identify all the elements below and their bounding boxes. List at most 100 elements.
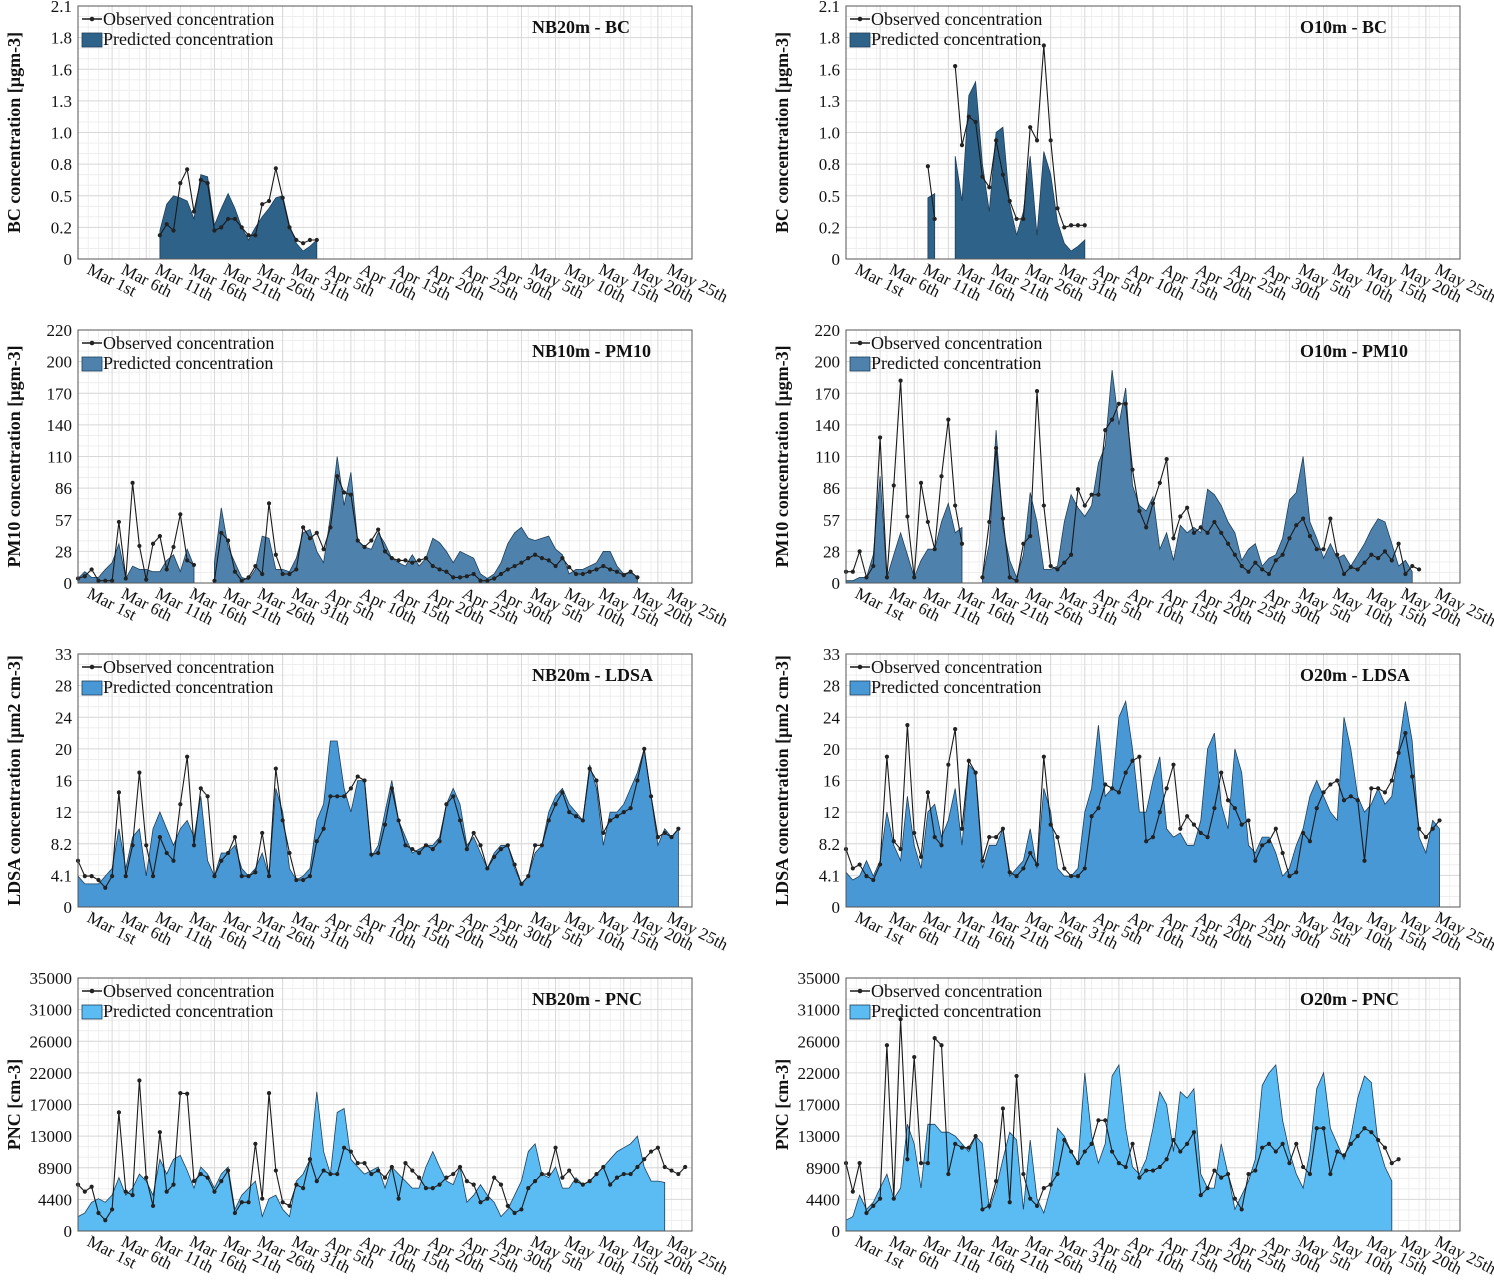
y-tick-label: 33 <box>823 645 840 664</box>
observed-point <box>457 575 463 580</box>
legend-predicted-swatch <box>849 356 871 372</box>
observed-point <box>1021 541 1026 546</box>
observed-point <box>1205 1186 1210 1191</box>
observed-point <box>1416 826 1422 831</box>
observed-point <box>953 503 958 508</box>
observed-point <box>144 843 149 848</box>
observed-point <box>451 794 456 799</box>
observed-point <box>553 802 558 807</box>
y-tick-label: 0.8 <box>51 155 72 174</box>
observed-point <box>116 519 122 525</box>
observed-point <box>1144 1168 1149 1173</box>
observed-point <box>1144 525 1149 530</box>
observed-point <box>850 1189 855 1194</box>
panel-title: NB10m - PM10 <box>532 341 651 361</box>
observed-point <box>157 1130 162 1135</box>
observed-point <box>1348 794 1353 799</box>
observed-point <box>1137 754 1142 759</box>
observed-point <box>1389 558 1394 563</box>
y-tick-label: 31000 <box>30 1001 73 1020</box>
observed-point <box>1423 834 1428 840</box>
observed-point <box>850 569 855 574</box>
observed-point <box>1280 850 1285 856</box>
y-tick-label: 220 <box>815 321 841 340</box>
y-tick-label: 16 <box>823 772 840 791</box>
observed-point <box>246 1200 251 1205</box>
observed-point <box>423 843 429 848</box>
observed-point <box>144 577 149 582</box>
observed-point <box>912 575 917 580</box>
observed-point <box>464 1179 469 1184</box>
observed-point <box>225 216 231 222</box>
y-tick-label: 20 <box>823 740 840 759</box>
observed-point <box>1273 1149 1278 1154</box>
observed-point <box>1355 798 1360 803</box>
observed-point <box>253 233 258 238</box>
observed-point <box>1048 1182 1053 1187</box>
observed-point <box>1103 1118 1108 1123</box>
observed-point <box>987 1203 992 1208</box>
observed-point <box>362 544 367 550</box>
observed-point <box>191 843 197 848</box>
observed-point <box>185 754 190 759</box>
observed-point <box>925 1161 930 1166</box>
observed-point <box>1219 770 1224 775</box>
observed-point <box>137 1078 142 1083</box>
observed-point <box>185 558 190 563</box>
observed-point <box>423 1186 429 1191</box>
observed-point <box>1287 874 1292 879</box>
observed-point <box>1034 389 1040 394</box>
y-tick-label: 0 <box>832 1222 841 1241</box>
observed-point <box>1096 1118 1101 1123</box>
observed-point <box>478 843 483 848</box>
y-tick-label: 170 <box>47 384 73 403</box>
observed-point <box>1062 1137 1067 1143</box>
observed-point <box>471 571 476 577</box>
observed-point <box>966 114 971 119</box>
observed-point <box>1103 428 1108 433</box>
legend-observed-label: Observed concentration <box>871 333 1042 353</box>
observed-point <box>1157 480 1162 485</box>
observed-line <box>845 1019 1399 1215</box>
observed-point <box>1123 770 1128 775</box>
observed-point <box>116 1110 122 1115</box>
observed-point <box>266 501 272 506</box>
observed-point <box>1300 830 1306 836</box>
observed-point <box>864 874 869 879</box>
observed-point <box>321 1168 326 1173</box>
observed-point <box>314 1179 319 1184</box>
legend-predicted-label: Predicted concentration <box>871 677 1041 697</box>
observed-point <box>669 834 674 840</box>
observed-point <box>925 164 930 169</box>
observed-point <box>594 778 599 783</box>
observed-point <box>932 216 937 222</box>
observed-point <box>130 1193 135 1198</box>
panel-title: O20m - LDSA <box>1300 665 1410 685</box>
y-tick-label: 1.8 <box>51 29 72 48</box>
y-tick-label: 28 <box>55 677 72 696</box>
observed-point <box>1178 514 1183 519</box>
observed-point <box>505 567 510 572</box>
observed-point <box>389 786 394 791</box>
observed-point <box>1185 1141 1190 1146</box>
observed-point <box>621 1171 626 1177</box>
observed-point <box>987 519 992 525</box>
observed-point <box>1314 547 1319 552</box>
observed-point <box>993 445 999 451</box>
observed-point <box>864 575 869 580</box>
observed-point <box>878 435 883 440</box>
observed-point <box>676 826 681 831</box>
observed-point <box>246 874 251 879</box>
observed-point <box>573 1179 579 1184</box>
observed-point <box>294 237 299 243</box>
observed-point <box>382 822 388 827</box>
observed-point <box>1150 501 1156 506</box>
observed-point <box>635 778 640 783</box>
observed-point <box>1082 866 1087 871</box>
observed-point <box>946 762 951 767</box>
observed-point <box>185 1091 190 1096</box>
legend-predicted-label: Predicted concentration <box>103 29 273 49</box>
